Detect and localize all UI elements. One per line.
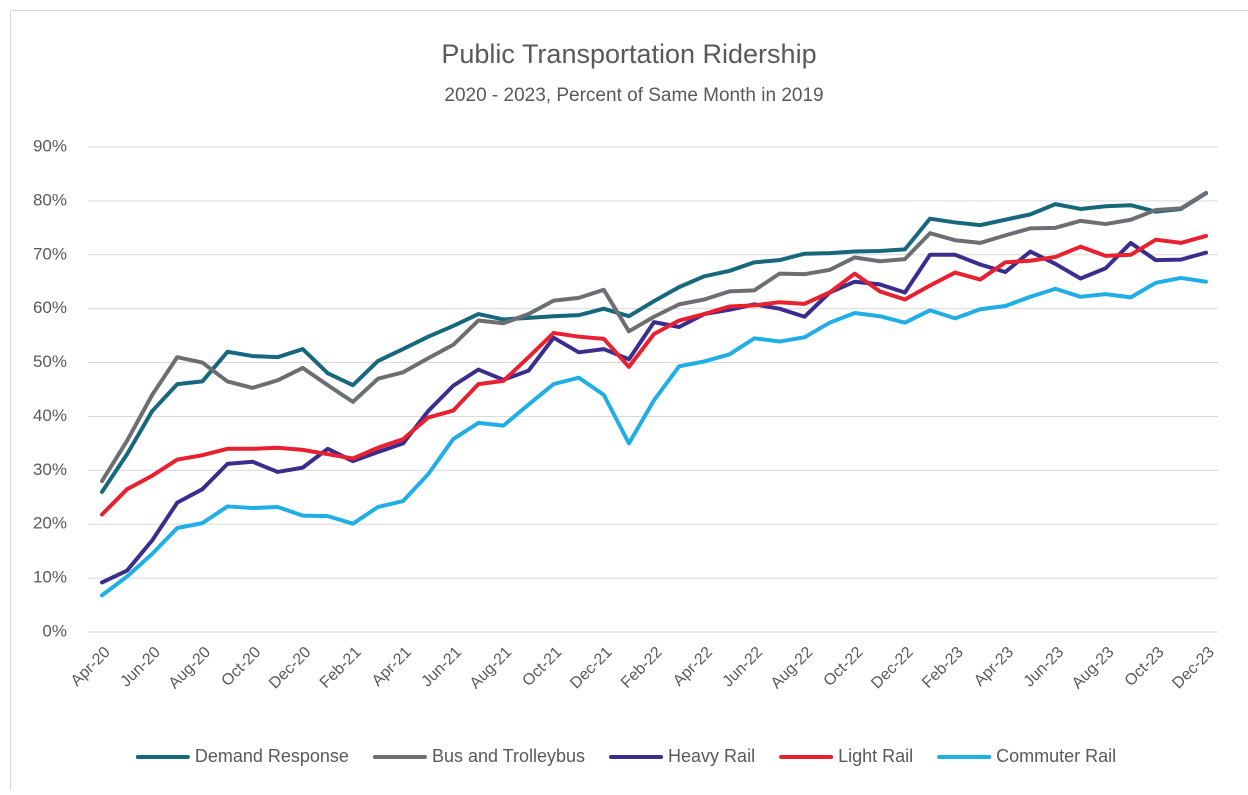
legend-label: Commuter Rail	[996, 746, 1116, 766]
y-tick-label: 70%	[33, 244, 67, 263]
y-tick-label: 30%	[33, 460, 67, 479]
y-tick-label: 90%	[33, 136, 67, 155]
y-tick-label: 50%	[33, 352, 67, 371]
y-tick-label: 80%	[33, 190, 67, 209]
chart-title: Public Transportation Ridership	[441, 39, 816, 69]
legend-label: Heavy Rail	[668, 746, 755, 766]
chart-subtitle: 2020 - 2023, Percent of Same Month in 20…	[444, 85, 823, 106]
y-tick-label: 10%	[33, 568, 67, 587]
y-tick-label: 60%	[33, 298, 67, 317]
legend-label: Light Rail	[838, 746, 913, 766]
y-tick-label: 40%	[33, 406, 67, 425]
y-tick-label: 20%	[33, 514, 67, 533]
legend-label: Demand Response	[195, 746, 349, 766]
y-tick-label: 0%	[42, 621, 67, 640]
legend-label: Bus and Trolleybus	[432, 746, 585, 766]
